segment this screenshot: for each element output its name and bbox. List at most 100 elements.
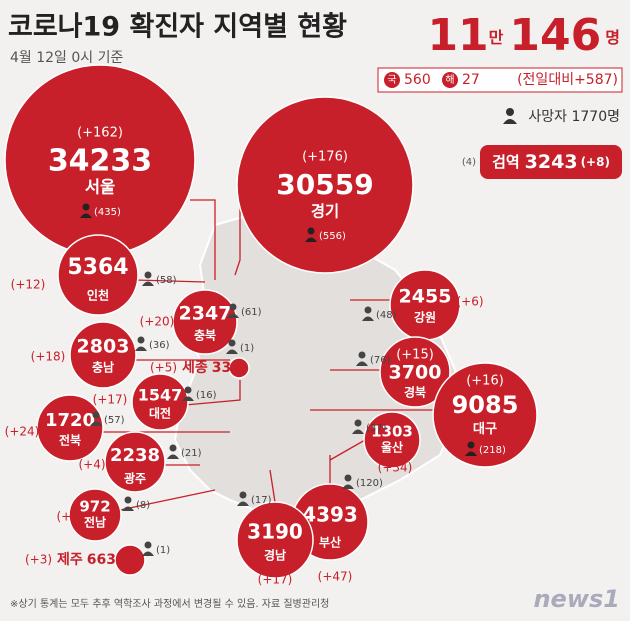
region-change: (+3) xyxy=(25,553,52,567)
region-name: 전북 xyxy=(59,433,81,448)
region-label: 세종 331 xyxy=(182,360,241,376)
region-name: 제주 xyxy=(57,552,83,568)
region-name: 인천 xyxy=(87,288,109,303)
region-count: 1303 xyxy=(371,423,413,441)
region-circle xyxy=(68,488,122,542)
region-name: 경기 xyxy=(311,203,339,221)
region-circle xyxy=(69,321,137,389)
region-deaths: (76) xyxy=(370,355,391,366)
person-icon xyxy=(137,336,145,344)
person-icon xyxy=(344,474,352,482)
person-icon xyxy=(229,303,237,311)
region-count: 2455 xyxy=(399,286,452,308)
logo: news1 xyxy=(533,585,620,613)
region-circle xyxy=(432,362,538,468)
region-name: 경남 xyxy=(264,548,286,563)
person-icon xyxy=(184,386,192,394)
quarantine-count: 3243 xyxy=(525,151,578,173)
person-icon xyxy=(144,271,152,279)
region-deaths: (8) xyxy=(136,500,150,511)
region-deaths: (36) xyxy=(149,340,170,351)
person-icon xyxy=(465,451,477,456)
title: 코로나19 확진자 지역별 현황 xyxy=(8,12,347,43)
region-deaths: (1) xyxy=(156,545,170,556)
person-icon xyxy=(307,227,315,235)
total-rest: 146 xyxy=(509,10,601,61)
domestic: 560 xyxy=(404,72,431,88)
quarantine: 검역 3243 (+8) xyxy=(492,151,610,173)
region-count: 3190 xyxy=(247,520,303,544)
person-icon xyxy=(364,306,372,314)
person-icon xyxy=(142,281,154,286)
person-icon xyxy=(124,496,132,504)
person-icon xyxy=(354,419,362,427)
region-count: 1547 xyxy=(138,386,183,405)
person-icon xyxy=(144,541,152,549)
region-name: 부산 xyxy=(319,535,341,550)
region-circle xyxy=(236,501,314,579)
person-icon xyxy=(503,108,517,124)
region-count: 331 xyxy=(212,360,241,376)
region-count: 30559 xyxy=(276,168,373,201)
region-count: 2803 xyxy=(77,336,130,358)
region-change: (+17) xyxy=(258,573,293,587)
person-icon xyxy=(228,339,236,347)
region-name: 충북 xyxy=(194,328,216,343)
region-circle xyxy=(236,96,414,274)
region-change: (+15) xyxy=(396,348,434,363)
person-icon xyxy=(82,203,90,211)
person-icon xyxy=(358,351,366,359)
region-change: (+176) xyxy=(302,150,348,165)
region-deaths: (61) xyxy=(241,307,262,318)
region-count: 663 xyxy=(87,552,116,568)
person-icon xyxy=(342,484,354,489)
region-circle xyxy=(57,234,139,316)
region-name: 강원 xyxy=(414,311,436,325)
date: 4월 12일 0시 기준 xyxy=(10,50,123,66)
region-circle xyxy=(114,544,146,576)
person-icon xyxy=(90,421,102,426)
region-deaths: (120) xyxy=(356,478,383,489)
region-name: 경북 xyxy=(404,386,426,400)
man-unit: 만 xyxy=(489,28,504,47)
region-circle xyxy=(36,394,104,462)
region-name: 서울 xyxy=(85,178,115,197)
total: 11만 146 명 xyxy=(427,10,620,61)
person-icon xyxy=(182,396,194,401)
overseas: 27 xyxy=(462,72,480,88)
region-change: (+6) xyxy=(456,295,483,309)
region-change: (+24) xyxy=(5,425,40,439)
region-change: (+47) xyxy=(318,570,353,584)
region-deaths: (58) xyxy=(156,275,177,286)
region-deaths: (57) xyxy=(104,415,125,426)
person-icon xyxy=(227,313,239,318)
region-count: 4393 xyxy=(302,503,358,527)
region-change: (+20) xyxy=(140,315,175,329)
person-icon xyxy=(142,551,154,556)
region-name: 울산 xyxy=(381,440,403,455)
daily: (전일대비+587) xyxy=(517,72,618,88)
region-label: 제주 663 xyxy=(57,552,116,568)
quarantine-deaths: (4) xyxy=(462,157,476,168)
overseas-label: 해 xyxy=(445,73,454,86)
region-circle xyxy=(228,357,250,379)
region-change: (+162) xyxy=(77,126,123,141)
region-change: (+5) xyxy=(150,361,177,375)
region-deaths: (556) xyxy=(319,231,346,242)
region-change: (+18) xyxy=(31,350,66,364)
region-deaths: (17) xyxy=(251,495,272,506)
person-icon xyxy=(305,237,317,242)
region-count: 5364 xyxy=(67,255,128,280)
person-icon xyxy=(169,444,177,452)
region-count: 972 xyxy=(79,498,110,516)
region-change: (+3) xyxy=(56,510,83,524)
region-circle xyxy=(363,411,421,469)
region-name: 세종 xyxy=(182,360,208,376)
icon xyxy=(384,72,400,88)
region-change: (+34) xyxy=(378,461,413,475)
person-icon xyxy=(92,411,100,419)
region-circle xyxy=(172,289,238,355)
region-count: 2347 xyxy=(179,303,232,325)
